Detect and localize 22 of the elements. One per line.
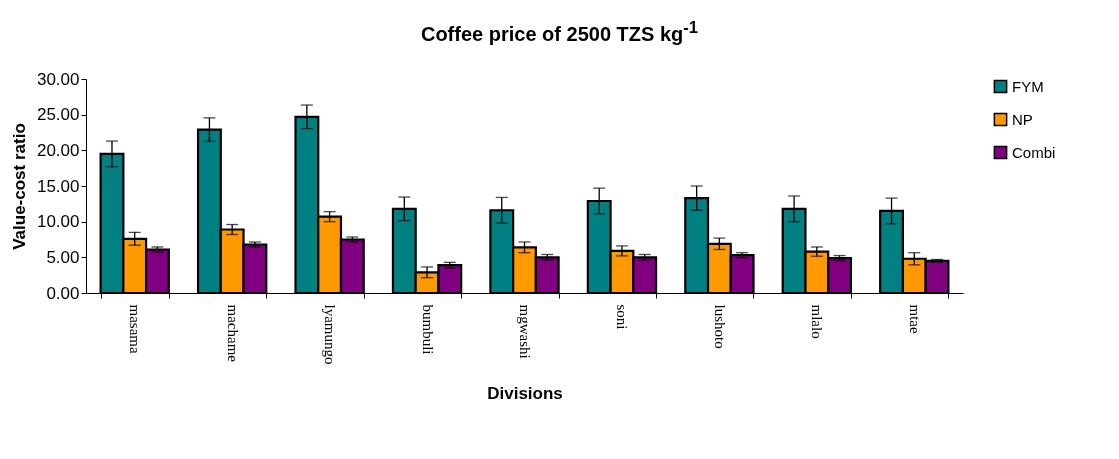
chart-title: Coffee price of 2500 TZS kg$^{-1}$ <box>419 18 700 46</box>
y-tick-label: 15.00 <box>36 176 80 196</box>
legend-label: NP <box>1012 110 1033 128</box>
y-tick-label: 25.00 <box>36 105 80 125</box>
x-axis-title: Divisions <box>487 384 563 404</box>
y-tick-label: 20.00 <box>36 140 80 160</box>
x-tick-label: masama <box>127 304 144 354</box>
x-tick-label: mlalo <box>809 304 826 339</box>
x-tick-label: bumbuli <box>419 304 436 355</box>
x-tick-label: mtae <box>906 304 923 334</box>
legend-label: Combi <box>1012 143 1056 161</box>
x-tick-label: machame <box>224 304 241 363</box>
y-tick-label: 5.00 <box>46 247 80 267</box>
y-tick-label: 0.00 <box>46 283 80 303</box>
x-tick-label: mgwashi <box>517 304 533 359</box>
y-tick-label: 30.00 <box>36 69 80 89</box>
x-tick-label: soni <box>614 304 631 330</box>
x-tick-label: lyamungo <box>322 304 339 365</box>
y-axis-title: Value-cost ratio <box>9 123 29 250</box>
y-tick-label: 10.00 <box>36 212 80 232</box>
x-tick-label: lushoto <box>711 304 728 349</box>
legend-label: FYM <box>1012 77 1044 95</box>
